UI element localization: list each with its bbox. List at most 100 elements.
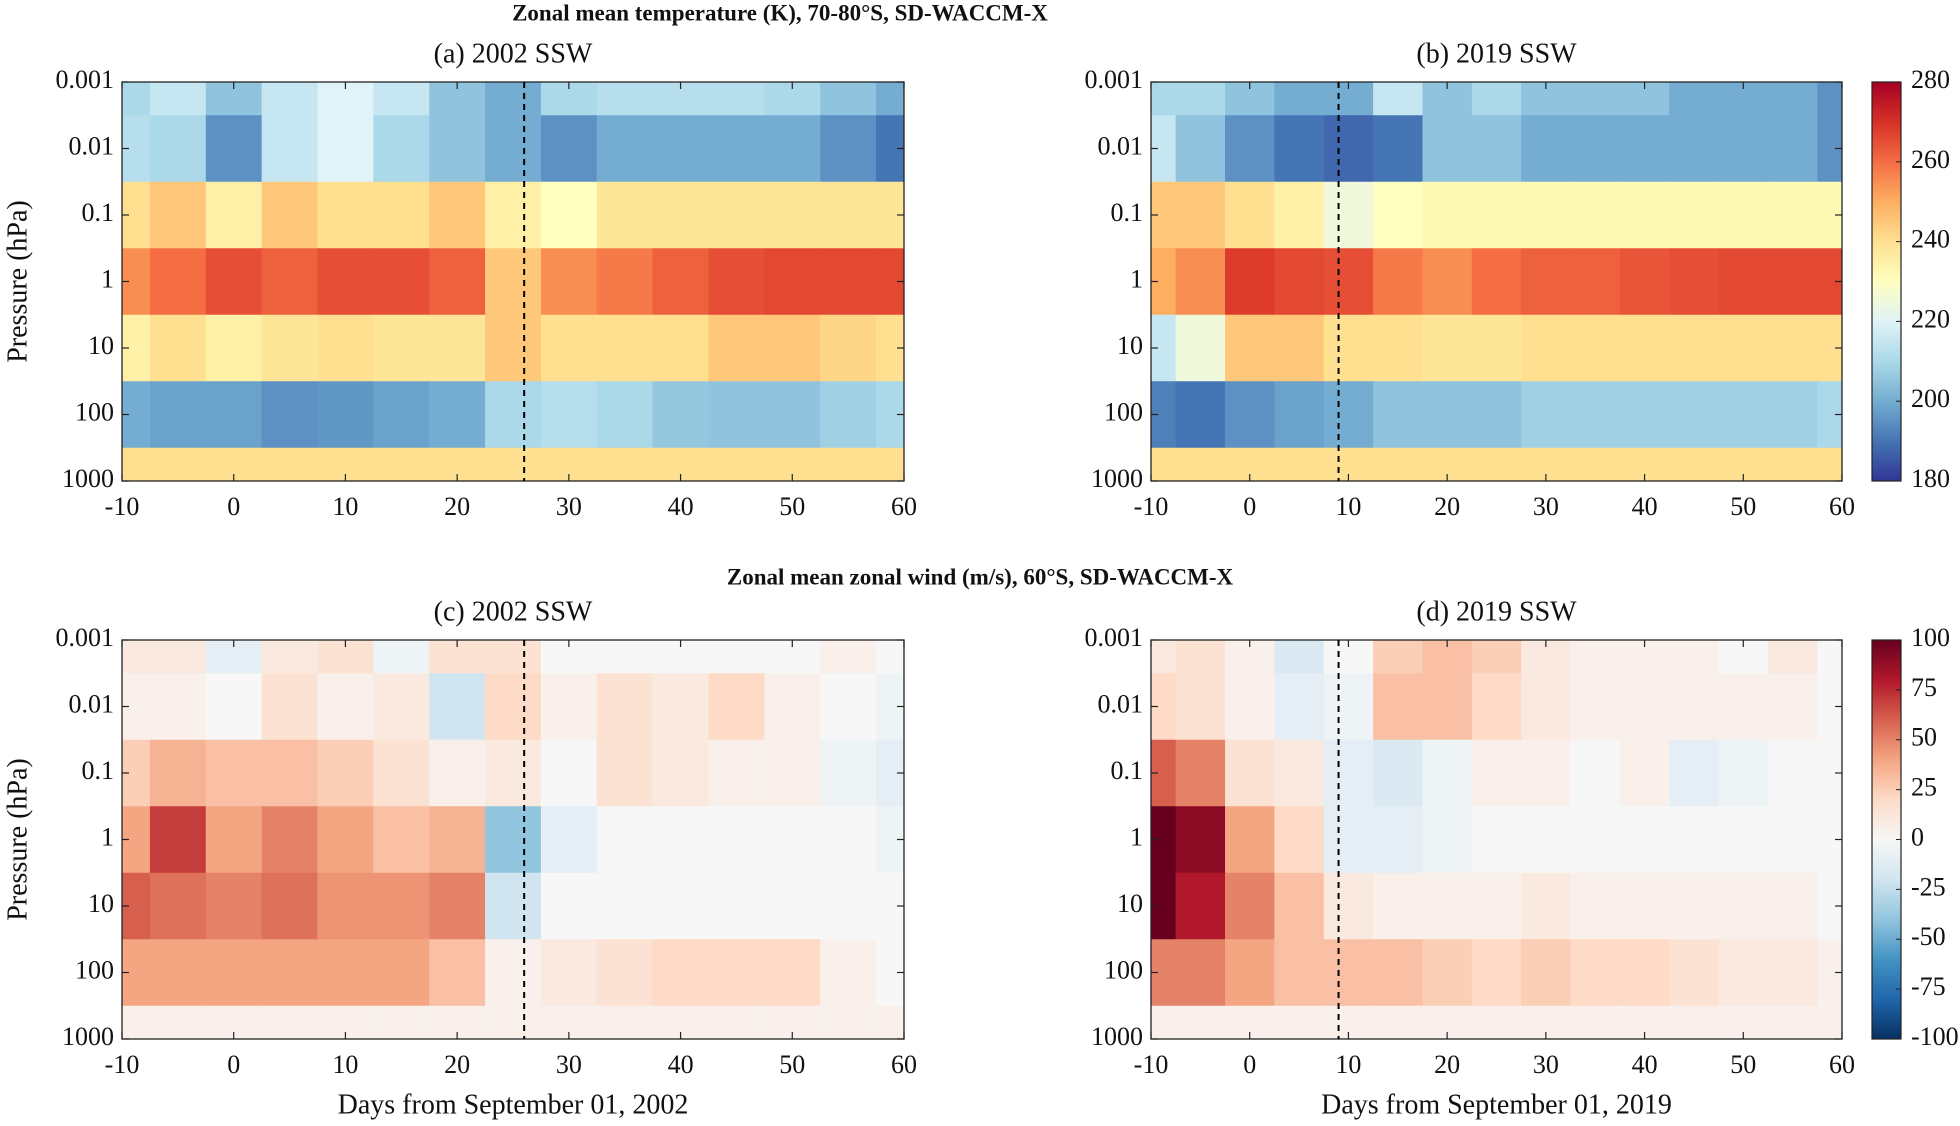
cell [820, 248, 877, 316]
cell [1373, 1005, 1424, 1039]
cell [1718, 314, 1769, 382]
cell [1323, 314, 1374, 382]
cell [317, 673, 374, 741]
cell [373, 82, 430, 116]
cell [1767, 673, 1818, 741]
cell [708, 939, 765, 1007]
cell [1718, 673, 1769, 741]
cell [1471, 248, 1522, 316]
cell [708, 739, 765, 807]
cell [429, 739, 486, 807]
cell [1767, 806, 1818, 874]
cell [1225, 248, 1275, 316]
cell [261, 181, 319, 249]
cell [1225, 872, 1275, 940]
cell [261, 248, 319, 316]
cell [1817, 447, 1842, 481]
panel-title: (b) 2019 SSW [1416, 38, 1577, 69]
cell [1274, 939, 1325, 1007]
cell [1373, 806, 1424, 874]
heatmap [1151, 82, 1842, 481]
cell [1521, 314, 1572, 382]
cell [1422, 181, 1473, 249]
cell [1471, 640, 1522, 674]
cell [149, 872, 207, 940]
cell [1718, 939, 1769, 1007]
cell [149, 806, 207, 874]
cell [1323, 381, 1374, 449]
cell [149, 381, 207, 449]
cell [1619, 314, 1670, 382]
cell [1422, 739, 1473, 807]
cell [764, 872, 821, 940]
y-tick-label: 100 [1104, 955, 1143, 984]
y-tick-label: 0.01 [1098, 131, 1144, 160]
y-tick-label: 0.01 [69, 131, 115, 160]
y-tick-label: 10 [88, 331, 114, 360]
y-tick-label: 1000 [1091, 464, 1143, 493]
cell [1323, 181, 1374, 249]
cell [876, 1005, 904, 1039]
cell [708, 806, 765, 874]
cell [1767, 115, 1818, 183]
cell [1767, 872, 1818, 940]
cell [122, 1005, 151, 1039]
cell [205, 739, 263, 807]
cell [1521, 673, 1572, 741]
cell [149, 1005, 207, 1039]
cell [540, 115, 598, 183]
cell [485, 248, 542, 316]
cell [1373, 939, 1424, 1007]
cell [373, 314, 430, 382]
cell [1323, 872, 1374, 940]
cell [1619, 806, 1670, 874]
cell [1175, 806, 1226, 874]
cell [205, 872, 263, 940]
cell [1471, 1005, 1522, 1039]
cell [820, 447, 877, 481]
x-tick-label: 30 [1533, 1050, 1559, 1079]
cell [1471, 82, 1522, 116]
cell [429, 872, 486, 940]
cell [1718, 381, 1769, 449]
cell [429, 806, 486, 874]
cell [1175, 314, 1226, 382]
cell [596, 806, 654, 874]
colorbar-tick-label: -25 [1911, 872, 1946, 901]
cell [820, 1005, 877, 1039]
cell [540, 248, 598, 316]
cell [1175, 115, 1226, 183]
cell [820, 82, 877, 116]
cell [261, 739, 319, 807]
cell [1570, 381, 1621, 449]
colorbar-tick-label: 75 [1911, 673, 1937, 702]
colorbar-tick-label: -75 [1911, 972, 1946, 1001]
cell [652, 939, 710, 1007]
cell [1817, 1005, 1842, 1039]
cell [429, 181, 486, 249]
suptitle: Zonal mean temperature (K), 70-80°S, SD-… [512, 0, 1048, 25]
cell [1225, 939, 1275, 1007]
y-tick-label: 0.1 [1111, 198, 1144, 227]
cell [708, 82, 765, 116]
cell [1225, 181, 1275, 249]
x-tick-label: 40 [668, 1050, 694, 1079]
cell [1274, 82, 1325, 116]
cell [373, 739, 430, 807]
cell [1570, 447, 1621, 481]
cell [1718, 806, 1769, 874]
cell [1422, 314, 1473, 382]
y-tick-label: 10 [88, 889, 114, 918]
cell [708, 447, 765, 481]
cell [1274, 806, 1325, 874]
cell [708, 248, 765, 316]
cell [429, 115, 486, 183]
cell [149, 739, 207, 807]
cell [1175, 640, 1226, 674]
y-tick-label: 0.1 [1111, 756, 1144, 785]
cell [1570, 181, 1621, 249]
cell [485, 739, 542, 807]
y-tick-label: 100 [75, 397, 114, 426]
y-tick-label: 1 [101, 822, 114, 851]
y-tick-label: 0.001 [56, 623, 115, 652]
